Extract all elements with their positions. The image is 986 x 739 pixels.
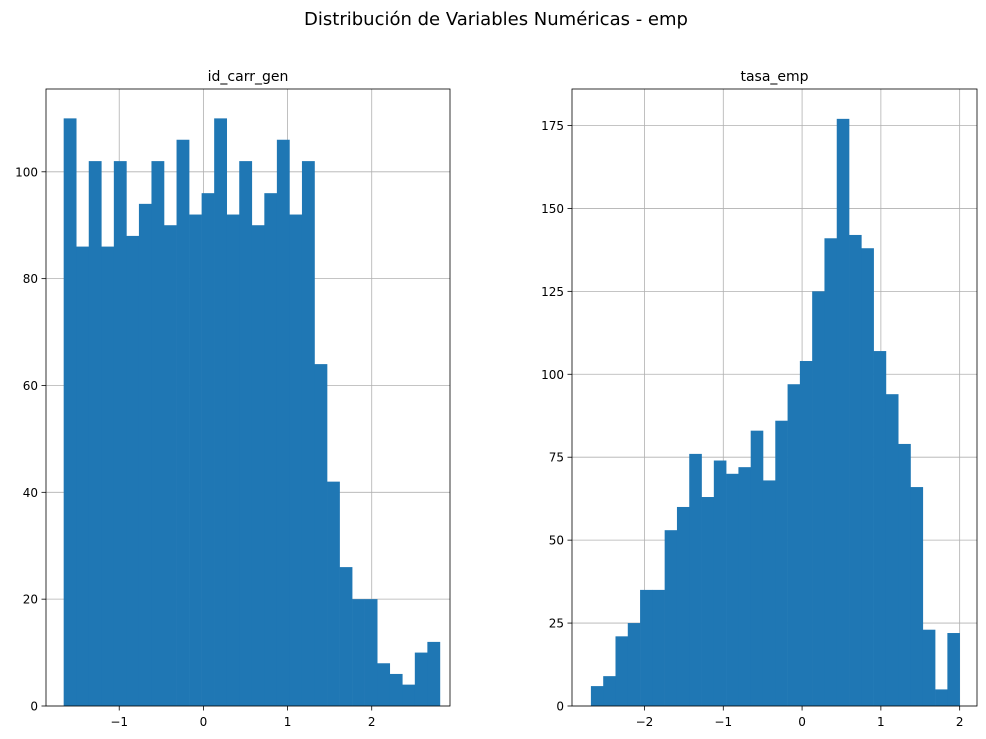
histogram-bar	[176, 139, 190, 707]
histogram-bar	[414, 652, 428, 706]
histogram-bar	[726, 473, 739, 706]
x-tick-label: 1	[284, 715, 292, 729]
histogram-bar	[113, 161, 127, 706]
histogram-bar	[947, 633, 960, 706]
histogram-bar	[352, 599, 365, 706]
x-tick-label: −1	[110, 715, 128, 729]
y-tick-label: 0	[556, 700, 564, 714]
histogram-bar	[189, 214, 202, 706]
x-tick-label: 0	[798, 715, 806, 729]
histogram-bar	[652, 589, 665, 706]
histogram-bar	[615, 636, 629, 706]
y-tick-label: 175	[541, 119, 564, 133]
histogram-bar	[627, 623, 641, 706]
x-tick-label: 2	[368, 715, 376, 729]
histogram-bar	[922, 629, 936, 706]
histogram-bar	[314, 364, 328, 706]
y-tick-label: 20	[23, 593, 38, 607]
histogram-bar	[824, 238, 838, 706]
axes-title: id_carr_gen	[208, 69, 289, 85]
histogram-bar	[849, 234, 862, 707]
histogram-bar	[201, 193, 215, 707]
x-tick-label: 1	[877, 715, 885, 729]
histogram-bar	[640, 589, 653, 706]
x-tick-label: −1	[714, 715, 732, 729]
histogram-bar	[402, 684, 416, 706]
y-tick-label: 40	[23, 486, 38, 500]
histogram-bar	[861, 248, 874, 706]
y-tick-label: 100	[541, 368, 564, 382]
histogram-bar	[88, 161, 102, 706]
histogram-bar	[76, 246, 90, 706]
histogram-bar	[898, 443, 911, 706]
histogram-bar	[676, 506, 690, 706]
histogram-bar	[836, 118, 850, 706]
histogram-bar	[775, 420, 788, 706]
histogram-bar	[750, 430, 764, 706]
y-tick-label: 75	[549, 451, 564, 465]
histogram-bar	[339, 567, 353, 706]
y-tick-label: 0	[30, 700, 38, 714]
x-tick-label: 0	[200, 715, 208, 729]
histogram-bar	[664, 530, 678, 706]
histogram-bar	[812, 291, 825, 706]
histogram-bar	[377, 663, 391, 706]
histogram-bar	[276, 139, 290, 707]
histogram-bar	[214, 118, 228, 706]
y-tick-label: 50	[549, 534, 564, 548]
histogram-bar	[101, 246, 115, 706]
y-tick-label: 80	[23, 272, 38, 286]
histogram-bar	[603, 676, 616, 706]
y-tick-label: 25	[549, 617, 564, 631]
histogram-bar	[590, 686, 604, 706]
histogram-bar	[226, 214, 240, 706]
x-tick-label: 2	[956, 715, 964, 729]
axes-frame	[45, 88, 451, 707]
x-tick-label: −2	[636, 715, 654, 729]
histogram-bar	[738, 467, 752, 706]
histogram-panel-tasa-emp: −2 −1 0 1 2 0 25 50 75 100 125 150 175 tasa_emp	[541, 69, 978, 729]
histogram-bar	[762, 480, 776, 706]
histogram-bar	[251, 225, 265, 707]
histogram-bar	[427, 641, 441, 706]
histogram-bar	[301, 161, 315, 706]
histogram-bar	[264, 193, 278, 707]
histogram-bar	[389, 673, 403, 706]
histogram-bar	[239, 161, 253, 706]
axes-frame	[571, 88, 978, 707]
y-tick-label: 150	[541, 202, 564, 216]
y-tick-label: 100	[15, 165, 38, 179]
histogram-bar	[689, 453, 702, 706]
histogram-bar	[873, 351, 887, 706]
histogram-bar	[910, 487, 924, 706]
histogram-bar	[151, 161, 165, 706]
axes-title: tasa_emp	[740, 69, 808, 85]
y-tick-label: 125	[541, 285, 564, 299]
histogram-bar	[787, 384, 801, 706]
histogram-bar	[935, 689, 948, 706]
y-tick-label: 60	[23, 379, 38, 393]
figure-suptitle: Distribución de Variables Numéricas - em…	[304, 9, 688, 30]
histogram-bar	[327, 481, 340, 706]
histogram-bar	[138, 203, 152, 706]
histogram-bar	[164, 225, 177, 707]
histogram-bar	[63, 118, 77, 706]
histogram-bar	[126, 235, 140, 706]
histogram-bar	[713, 460, 727, 706]
histogram-bar	[289, 214, 303, 706]
histogram-bar	[885, 394, 899, 706]
histogram-bar	[799, 361, 813, 706]
histogram-bar	[364, 599, 378, 706]
histogram-bar	[701, 497, 715, 706]
